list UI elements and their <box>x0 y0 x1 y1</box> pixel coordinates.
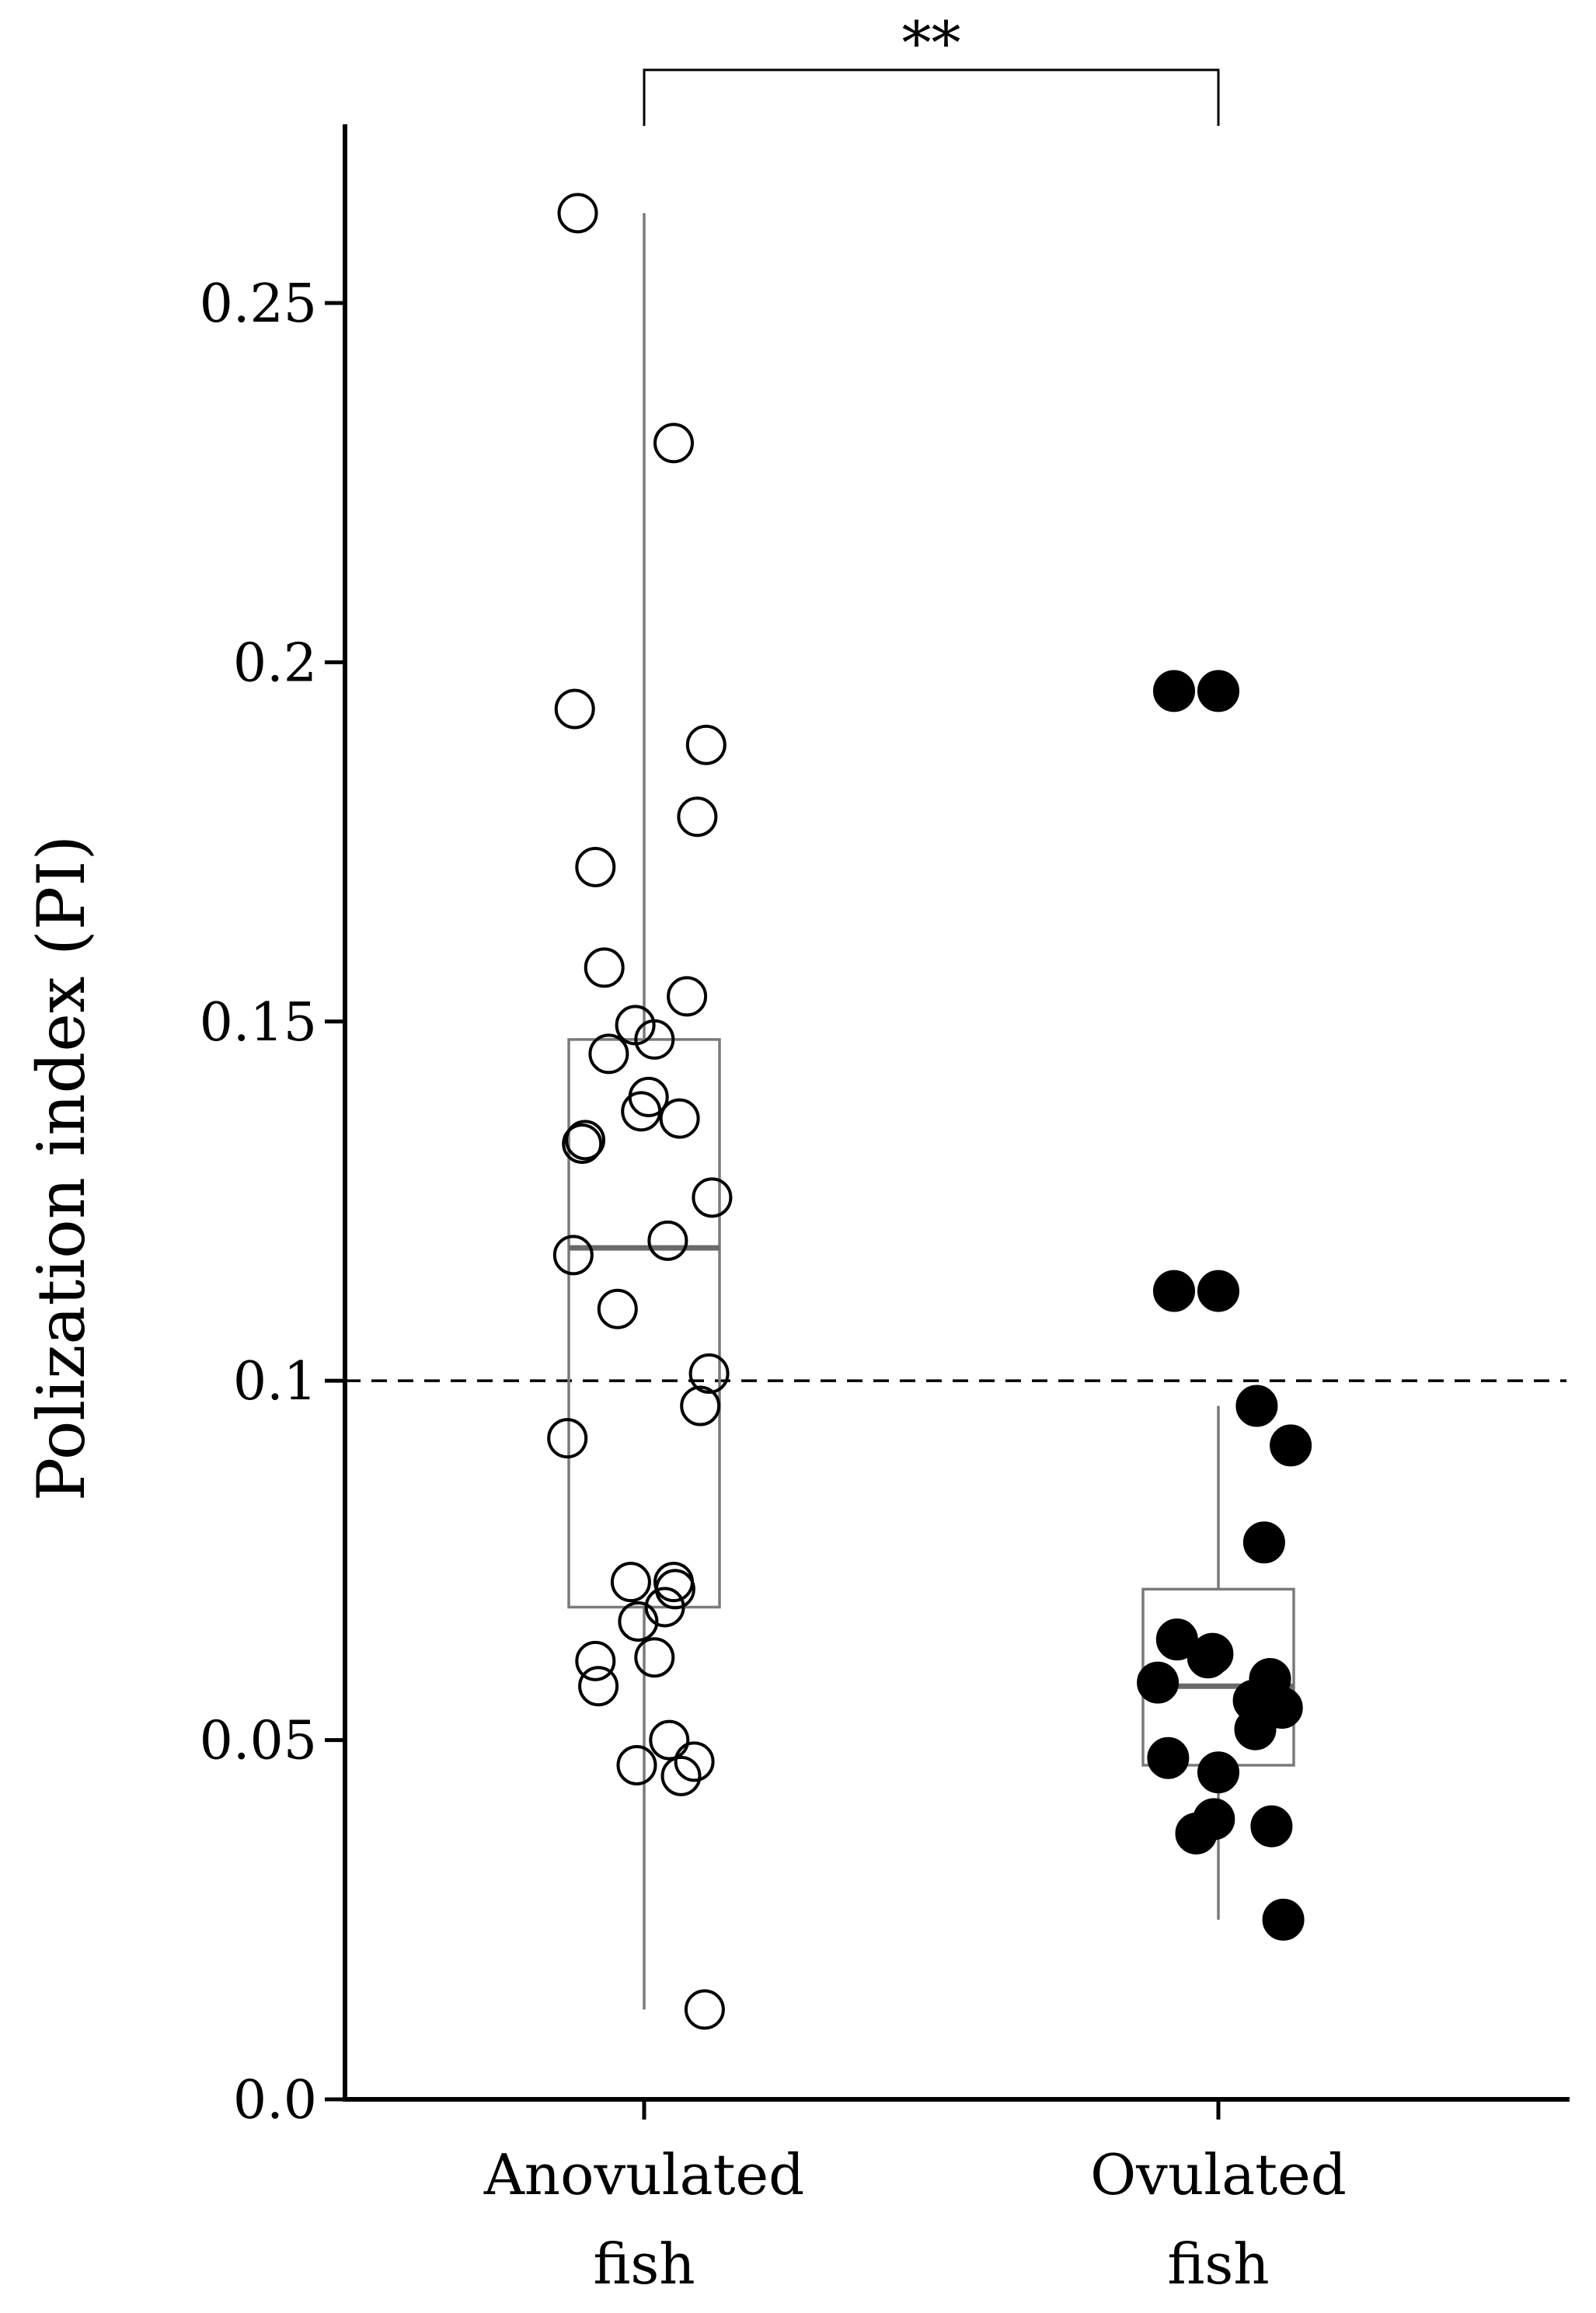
data-point-open <box>562 1123 603 1164</box>
data-point-open <box>621 1091 662 1132</box>
box-iqr <box>567 1038 721 1609</box>
data-point-open <box>634 1637 675 1678</box>
data-point-open <box>618 1601 659 1642</box>
points-layer <box>547 193 1312 2030</box>
data-point-open <box>588 1033 629 1075</box>
y-tick-label: 0.2 <box>233 632 317 694</box>
y-tick-label: 0.1 <box>233 1351 317 1413</box>
y-tick-label: 0.0 <box>233 2070 317 2131</box>
y-tick-label: 0.15 <box>200 992 317 1054</box>
x-category-label: fish <box>593 2231 695 2297</box>
data-point-open <box>634 1019 675 1060</box>
data-point-open <box>677 796 718 838</box>
data-point-filled <box>1262 1898 1305 1941</box>
data-point-open <box>660 1755 702 1796</box>
data-point-open <box>644 1587 685 1628</box>
data-point-filled <box>1197 1270 1239 1312</box>
data-point-open <box>584 947 625 988</box>
data-point-filled <box>1197 1751 1239 1794</box>
x-ticks-layer: Anovulated fish Ovulated fish <box>483 2099 1347 2297</box>
y-tick-label: 0.05 <box>200 1711 317 1772</box>
y-tick-label: 0.25 <box>200 273 317 335</box>
data-point-filled <box>1270 1424 1312 1467</box>
data-point-open <box>685 724 727 765</box>
axes-layer: Polization index (PI) <box>23 124 1570 2102</box>
data-point-filled <box>1234 1708 1277 1750</box>
data-point-open <box>597 1288 638 1329</box>
data-point-filled <box>1197 670 1239 712</box>
data-point-open <box>547 1418 588 1459</box>
data-point-filled <box>1153 670 1195 712</box>
x-category-label: Ovulated <box>1090 2142 1347 2207</box>
data-point-open <box>684 1989 725 2030</box>
data-point-open <box>659 1098 700 1139</box>
data-point-filled <box>1175 1812 1218 1855</box>
data-point-open <box>649 1719 690 1761</box>
data-point-open <box>575 1640 616 1681</box>
x-category-label: fish <box>1167 2231 1269 2297</box>
significance-bracket <box>643 68 1220 126</box>
data-point-open <box>575 846 616 887</box>
data-point-open <box>616 1744 657 1785</box>
data-point-open <box>692 1177 733 1218</box>
data-point-open <box>647 1220 688 1261</box>
data-point-open <box>552 1235 594 1276</box>
data-point-open <box>653 423 694 464</box>
data-point-filled <box>1153 1270 1195 1312</box>
data-point-open <box>578 1666 619 1707</box>
data-point-open <box>554 688 595 730</box>
data-point-filled <box>1250 1805 1293 1848</box>
data-point-open <box>674 1741 715 1782</box>
data-point-filled <box>1147 1736 1190 1779</box>
data-point-open <box>557 193 598 234</box>
y-axis-title: Polization index (PI) <box>23 835 99 1502</box>
significance-label: ** <box>902 9 961 78</box>
data-point-open <box>610 1562 651 1603</box>
data-point-filled <box>1137 1661 1180 1704</box>
data-point-filled <box>1242 1521 1285 1564</box>
data-point-open <box>565 1120 605 1161</box>
data-point-open <box>688 1353 730 1394</box>
x-category-label: Anovulated <box>483 2142 804 2207</box>
data-point-open <box>680 1385 721 1426</box>
significance-layer: ** <box>643 9 1220 126</box>
data-point-filled <box>1191 1632 1234 1675</box>
data-point-filled <box>1235 1385 1278 1427</box>
data-point-open <box>667 976 708 1017</box>
y-ticks-layer: 0.0 0.05 0.1 0.15 0.2 0.25 <box>200 273 345 2131</box>
